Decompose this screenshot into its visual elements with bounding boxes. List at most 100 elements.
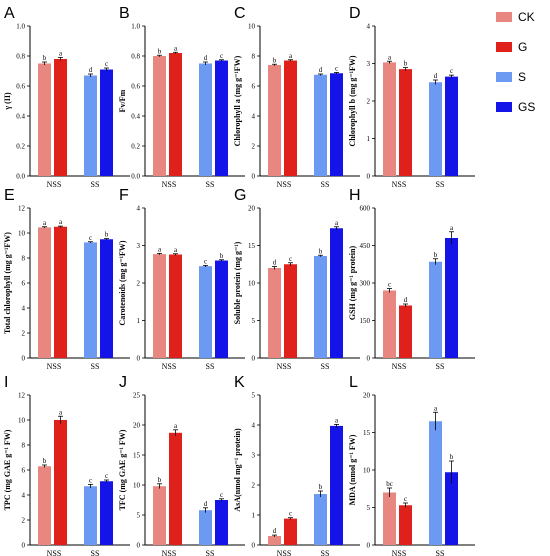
y-tick-label: 4	[22, 492, 26, 500]
y-tick-label: 150	[360, 317, 371, 325]
y-tick-label: 6	[252, 83, 256, 91]
y-axis-title: AsA(nmol mg⁻¹ protein)	[233, 428, 242, 512]
x-category-label: NSS	[392, 180, 407, 189]
x-category-label: SS	[321, 362, 330, 371]
bar-GS	[215, 500, 228, 545]
significance-letter: a	[43, 219, 47, 227]
significance-letter: b	[404, 60, 408, 68]
y-tick-label: 0	[252, 542, 256, 550]
panel-A: A 0.0 0.2 0.4 0.6 0.8 1.0 γ (II) NSS SS b a d c	[3, 5, 130, 189]
y-tick-label: 1	[137, 317, 141, 325]
significance-letter: c	[220, 491, 223, 499]
panel-G: G 0 5 10 15 20 Soluble protein (mg g⁻¹) NSS SS d c…	[233, 187, 360, 371]
y-tick-label: 0.6	[16, 83, 25, 91]
y-tick-label: 0	[252, 355, 256, 363]
bar-GS	[215, 60, 228, 176]
panel-label: G	[234, 187, 246, 204]
panel-E: E 0 2 4 6 8 10 12 Total chlorophyll (mg g⁻¹FW) NS…	[3, 187, 130, 371]
significance-letter: b	[319, 247, 323, 255]
y-tick-label: 20	[363, 392, 371, 400]
significance-letter: a	[434, 404, 438, 412]
y-tick-label: 300	[360, 280, 371, 288]
y-tick-label: 12	[18, 392, 26, 400]
bar-CK	[38, 466, 51, 545]
y-tick-label: 2	[137, 280, 141, 288]
y-tick-label: 2	[252, 482, 256, 490]
y-tick-label: 4	[252, 422, 256, 430]
legend-swatch-CK	[496, 12, 512, 22]
panel-H: H 0 150 300 450 600 GSH (mg g⁻¹ protein) NSS SS c…	[348, 187, 475, 371]
significance-letter: b	[319, 483, 323, 491]
bar-G	[399, 505, 412, 545]
y-tick-label: 0.8	[16, 53, 25, 61]
y-tick-label: 25	[133, 392, 141, 400]
significance-letter: a	[335, 219, 339, 227]
y-tick-label: 6	[22, 280, 26, 288]
bar-CK	[153, 56, 166, 176]
panel-D: D 0 1 2 3 4 Chlorophyll b (mg g⁻¹FW) NSS SS a b d c	[348, 5, 475, 189]
significance-letter: bc	[386, 480, 393, 488]
x-category-label: NSS	[47, 362, 62, 371]
y-tick-label: 0.8	[131, 53, 140, 61]
y-tick-label: 0	[252, 173, 256, 181]
significance-letter: c	[335, 65, 338, 73]
significance-letter: d	[204, 500, 208, 508]
y-tick-label: 10	[363, 467, 371, 475]
bar-S	[199, 510, 212, 545]
significance-letter: a	[59, 218, 63, 226]
y-tick-label: 0.6	[131, 83, 140, 91]
y-tick-label: 10	[18, 417, 26, 425]
y-tick-label: 20	[248, 205, 256, 213]
y-axis-title: Fv/Fm	[118, 89, 127, 112]
y-tick-label: 1	[252, 512, 256, 520]
x-category-label: SS	[206, 180, 215, 189]
bar-G	[399, 69, 412, 176]
y-tick-label: 20	[133, 422, 141, 430]
x-category-label: SS	[91, 549, 100, 556]
bar-G	[54, 226, 67, 358]
significance-letter: d	[89, 66, 93, 74]
significance-letter: b	[450, 453, 454, 461]
bar-S	[84, 75, 97, 176]
significance-letter: a	[450, 224, 454, 232]
y-tick-label: 3	[367, 60, 371, 68]
significance-letter: c	[289, 510, 292, 518]
panel-I: I 0 2 4 6 8 10 12 TPC (mg GAE g⁻¹ FW) NSS SS b a c c	[3, 374, 130, 556]
bar-S	[314, 494, 327, 545]
legend-label: GS	[518, 100, 535, 114]
panel-label: J	[119, 374, 127, 391]
legend-label: G	[518, 40, 527, 54]
y-axis-title: Chlorophyll a (mg g⁻¹FW)	[233, 55, 242, 146]
bar-GS	[445, 238, 458, 358]
y-tick-label: 3	[252, 452, 256, 460]
x-category-label: NSS	[162, 362, 177, 371]
significance-letter: d	[404, 296, 408, 304]
y-axis-title: Carotenoids (mg g⁻¹FW)	[118, 240, 127, 325]
y-tick-label: 0	[22, 542, 26, 550]
y-tick-label: 0	[367, 173, 371, 181]
y-tick-label: 3	[137, 242, 141, 250]
significance-letter: c	[289, 255, 292, 263]
y-tick-label: 2	[22, 517, 26, 525]
y-tick-label: 0.0	[16, 173, 25, 181]
y-tick-label: 450	[360, 242, 371, 250]
y-axis-title: TFC (mg GAE g⁻¹ FW)	[118, 429, 127, 510]
y-tick-label: 2	[22, 330, 26, 338]
significance-letter: d	[434, 72, 438, 80]
bar-S	[199, 266, 212, 358]
x-category-label: NSS	[47, 180, 62, 189]
panel-label: F	[119, 187, 129, 204]
bar-S	[314, 256, 327, 358]
significance-letter: d	[319, 66, 323, 74]
y-tick-label: 0	[22, 355, 26, 363]
y-tick-label: 5	[252, 317, 256, 325]
legend-label: CK	[518, 10, 535, 24]
y-tick-label: 5	[367, 504, 371, 512]
bar-CK	[38, 63, 51, 176]
x-category-label: SS	[321, 549, 330, 556]
significance-letter: d	[273, 527, 277, 535]
x-category-label: NSS	[277, 549, 292, 556]
bar-CK	[268, 268, 281, 358]
panel-K: K 0 1 2 3 4 5 AsA(nmol mg⁻¹ protein) NSS SS d c b a	[233, 374, 360, 556]
significance-letter: b	[43, 54, 47, 62]
